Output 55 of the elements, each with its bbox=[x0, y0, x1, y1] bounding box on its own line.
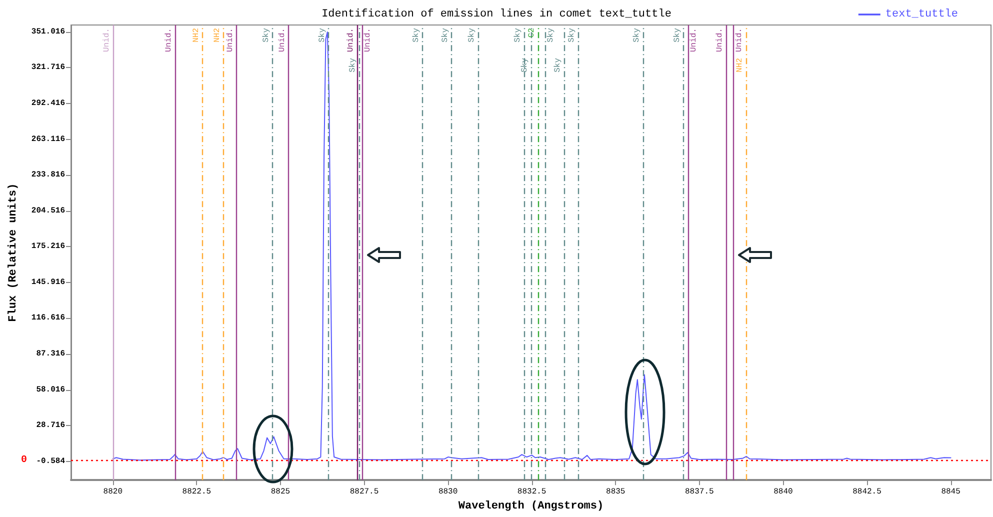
ref-line-label: Sky bbox=[520, 58, 530, 72]
x-tick-label: 8820 bbox=[103, 488, 123, 497]
x-axis-title: Wavelength (Angstroms) bbox=[458, 500, 604, 512]
x-tick-label: 8827.5 bbox=[350, 488, 379, 497]
x-tick-label: 8842.5 bbox=[852, 488, 882, 497]
x-tick-label: 8840 bbox=[774, 488, 794, 497]
ref-line-label: Unid. bbox=[164, 28, 174, 52]
y-tick-label: 204.516 bbox=[31, 206, 66, 216]
ref-line-label: Unid. bbox=[226, 28, 236, 52]
y-tick-label: 175.216 bbox=[31, 242, 66, 252]
y-tick-label: 292.416 bbox=[31, 99, 66, 108]
y-tick-label: 263.116 bbox=[31, 134, 66, 144]
ref-line-label: Sky bbox=[514, 28, 523, 42]
ref-line-label: Unid. bbox=[735, 28, 744, 52]
ref-line-label: Sky bbox=[568, 28, 577, 42]
y-tick-label: 233.816 bbox=[31, 170, 66, 180]
ref-line-label: Unid. bbox=[102, 28, 112, 52]
ref-line-label: NH2 bbox=[736, 58, 744, 72]
ref-line-label: Unid. bbox=[716, 28, 725, 52]
ref-line-label: Sky bbox=[554, 58, 563, 72]
ref-line-label: C2 bbox=[528, 28, 537, 38]
ref-line-label: 0 bbox=[20, 455, 27, 466]
x-tick-label: 8845 bbox=[941, 488, 961, 497]
y-tick-label: -0.584 bbox=[36, 456, 66, 466]
ref-line-label: Unid. bbox=[278, 28, 288, 52]
x-tick-label: 8832.5 bbox=[517, 488, 546, 497]
ref-line-label: Sky bbox=[262, 28, 271, 42]
x-tick-label: 8835 bbox=[606, 488, 626, 497]
y-tick-label: 28.716 bbox=[36, 421, 66, 430]
ref-line-label: Sky bbox=[673, 28, 682, 42]
ref-line-label: Sky bbox=[468, 28, 477, 42]
ref-line-label: Unid. bbox=[690, 28, 699, 52]
ref-line-label: NH2 bbox=[192, 28, 202, 42]
y-tick-label: 321.716 bbox=[31, 63, 66, 72]
y-tick-label: 145.916 bbox=[31, 278, 66, 287]
ref-line-label: Sky bbox=[632, 28, 642, 42]
x-tick-label: 8822.5 bbox=[182, 488, 212, 497]
legend-label: text_tuttle bbox=[885, 8, 958, 20]
ref-line-label: Sky bbox=[440, 28, 450, 42]
ref-line-label: NH2 bbox=[212, 28, 222, 42]
y-tick-label: 116.616 bbox=[31, 314, 66, 323]
ref-line-label: Sky bbox=[318, 28, 327, 42]
y-tick-label: 87.316 bbox=[36, 350, 66, 359]
x-tick-label: 8837.5 bbox=[685, 488, 714, 497]
y-axis-title: Flux (Relative units) bbox=[8, 183, 20, 322]
ref-line-label: Unid. bbox=[346, 28, 356, 52]
ref-line-label: Unid. bbox=[364, 28, 373, 52]
ref-line-label: Sky bbox=[348, 58, 358, 72]
y-tick-label: 58.016 bbox=[36, 385, 66, 394]
y-tick-label: 351.016 bbox=[31, 27, 66, 36]
ref-line-label: Sky bbox=[546, 28, 556, 42]
chart-title: Identification of emission lines in comet text_tuttle bbox=[322, 8, 672, 20]
x-tick-label: 8825 bbox=[270, 488, 290, 497]
ref-line-label: Sky bbox=[412, 28, 422, 42]
x-tick-label: 8830 bbox=[438, 488, 458, 497]
